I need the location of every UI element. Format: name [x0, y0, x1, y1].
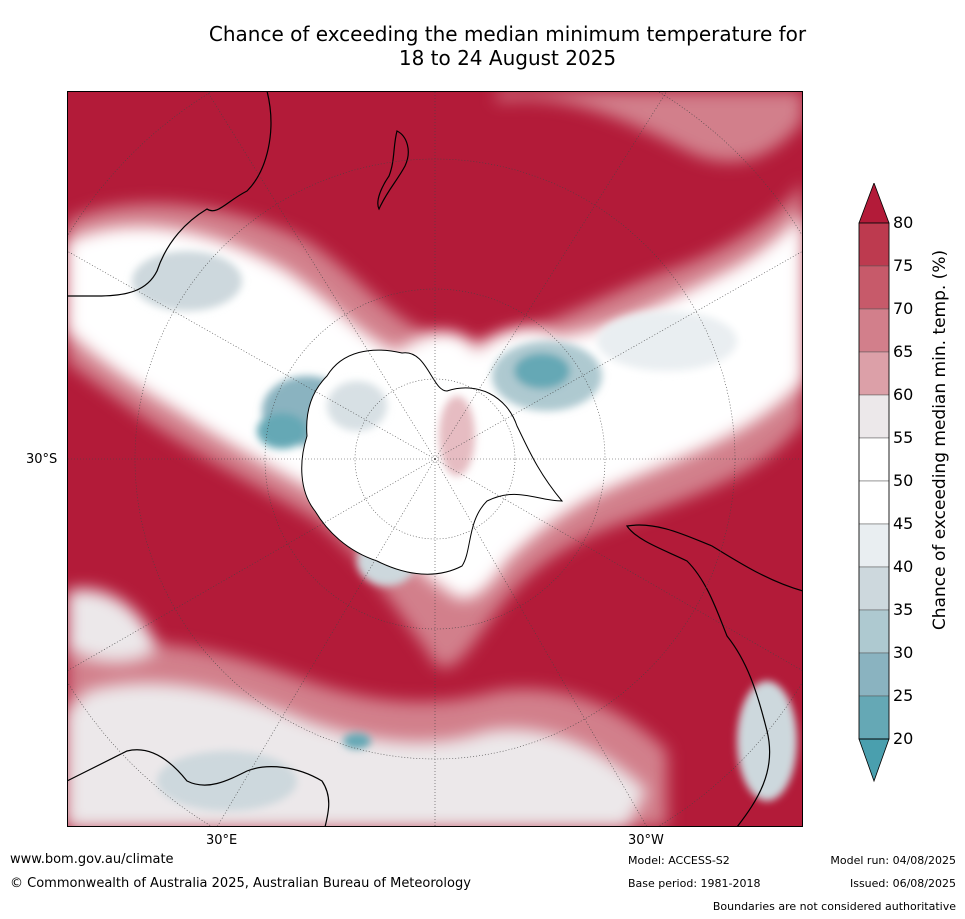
colorbar-tick-label: 65 [893, 342, 914, 361]
colorbar-segment [858, 351, 890, 396]
south-america-coastline [625, 524, 803, 827]
colorbar-segment [858, 609, 890, 654]
chart-title: Chance of exceeding the median minimum t… [150, 22, 865, 70]
colorbar-tick-label: 80 [893, 213, 914, 232]
lon-label-30e: 30°E [206, 833, 238, 848]
map-frame [67, 91, 803, 827]
colorbar-tick-label: 35 [893, 600, 914, 619]
title-line-2: 18 to 24 August 2025 [398, 46, 617, 70]
colorbar-extend-top [858, 181, 890, 224]
colorbar-frame [858, 222, 890, 740]
colorbar-segment [858, 480, 890, 525]
colorbar-tick-label: 50 [893, 471, 914, 490]
footer-copyright: © Commonwealth of Australia 2025, Austra… [10, 876, 471, 891]
colorbar-tick-label: 30 [893, 643, 914, 662]
colorbar-segment [858, 695, 890, 740]
colorbar-label: Chance of exceeding median min. temp. (%… [930, 249, 950, 631]
probability-map [67, 91, 803, 827]
colorbar-segment [858, 437, 890, 482]
colorbar-segment [858, 652, 890, 697]
title-line-1: Chance of exceeding the median minimum t… [208, 22, 807, 46]
colorbar-extend-bottom [858, 738, 890, 783]
colorbar-tick-label: 60 [893, 385, 914, 404]
new-zealand-coastline [377, 130, 409, 211]
colorbar-segment [858, 523, 890, 568]
footer-disclaimer: Boundaries are not considered authoritat… [712, 900, 956, 913]
australia-coastline [67, 91, 272, 297]
colorbar-svg [858, 181, 890, 783]
africa-coastline [67, 749, 330, 827]
colorbar-segment [858, 222, 890, 267]
lon-label-30w: 30°W [628, 833, 664, 848]
colorbar-segment [858, 308, 890, 353]
map-canvas [67, 91, 803, 827]
colorbar-tick-label: 75 [893, 256, 914, 275]
antarctica-blue-patch [327, 381, 475, 476]
graticule [67, 91, 803, 827]
colorbar-tick-label: 20 [893, 729, 914, 748]
lat-label-30s: 30°S [26, 452, 58, 467]
footer-model: Model: ACCESS-S2 [628, 854, 730, 867]
colorbar-tick-label: 55 [893, 428, 914, 447]
colorbar-segment [858, 394, 890, 439]
colorbar-tick-label: 25 [893, 686, 914, 705]
colorbar-segment [858, 265, 890, 310]
colorbar-segment [858, 566, 890, 611]
colorbar-tick-label: 45 [893, 514, 914, 533]
footer-issued: Issued: 06/08/2025 [849, 877, 956, 890]
footer-url: www.bom.gov.au/climate [10, 852, 174, 867]
colorbar-tick-label: 70 [893, 299, 914, 318]
footer-base-period: Base period: 1981-2018 [628, 877, 761, 890]
footer-model-run: Model run: 04/08/2025 [830, 854, 956, 867]
colorbar [858, 181, 890, 783]
colorbar-tick-label: 40 [893, 557, 914, 576]
